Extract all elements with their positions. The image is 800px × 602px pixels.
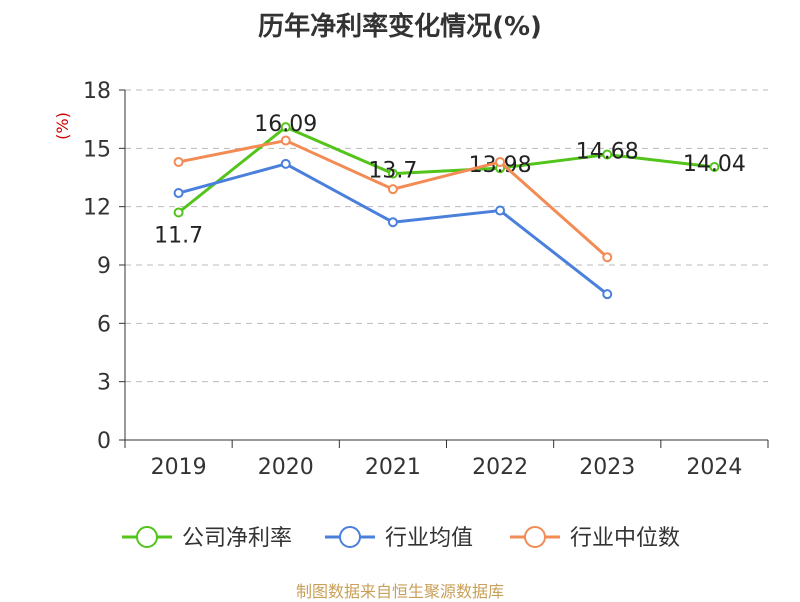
data-label: 14.68	[576, 140, 639, 165]
x-tick-label: 2021	[365, 455, 421, 480]
data-point	[495, 156, 506, 167]
legend-label: 行业均值	[385, 526, 473, 551]
y-tick-label: 18	[83, 79, 111, 104]
y-tick-label: 9	[97, 254, 111, 279]
data-label: 14.04	[683, 152, 746, 177]
data-label: 11.7	[154, 224, 203, 249]
data-point	[173, 156, 184, 167]
y-tick-label: 3	[97, 371, 111, 396]
data-point	[280, 135, 291, 146]
data-point	[173, 207, 184, 218]
legend-label: 公司净利率	[182, 526, 292, 551]
data-point	[495, 205, 506, 216]
data-point	[280, 158, 291, 169]
x-tick-label: 2024	[686, 455, 742, 480]
series-line-0	[177, 125, 715, 214]
data-point	[280, 122, 291, 133]
source-footer: 制图数据来自恒生聚源数据库	[295, 582, 504, 601]
chart-title: 历年净利率变化情况(%)	[258, 12, 542, 42]
data-point	[709, 162, 720, 172]
data-label: 13.7	[368, 159, 417, 184]
x-tick-label: 2023	[579, 455, 635, 480]
data-point	[602, 289, 613, 300]
y-axis-label: (%)	[53, 112, 72, 140]
y-tick-label: 15	[83, 137, 111, 162]
data-point	[387, 184, 398, 195]
data-label: 16.09	[254, 112, 317, 137]
data-point	[173, 188, 184, 199]
data-point	[387, 217, 398, 228]
legend-marker	[339, 526, 361, 548]
x-tick-label: 2019	[151, 455, 207, 480]
legend-marker	[136, 526, 158, 548]
legend-label: 行业中位数	[570, 526, 680, 551]
x-tick-label: 2020	[258, 455, 314, 480]
data-point	[387, 168, 398, 179]
data-point	[602, 252, 613, 263]
y-tick-label: 12	[83, 196, 111, 221]
y-tick-label: 6	[97, 312, 111, 337]
y-tick-label: 0	[97, 429, 111, 454]
x-tick-label: 2022	[472, 455, 528, 480]
data-point	[602, 149, 613, 160]
legend-marker	[524, 526, 546, 548]
